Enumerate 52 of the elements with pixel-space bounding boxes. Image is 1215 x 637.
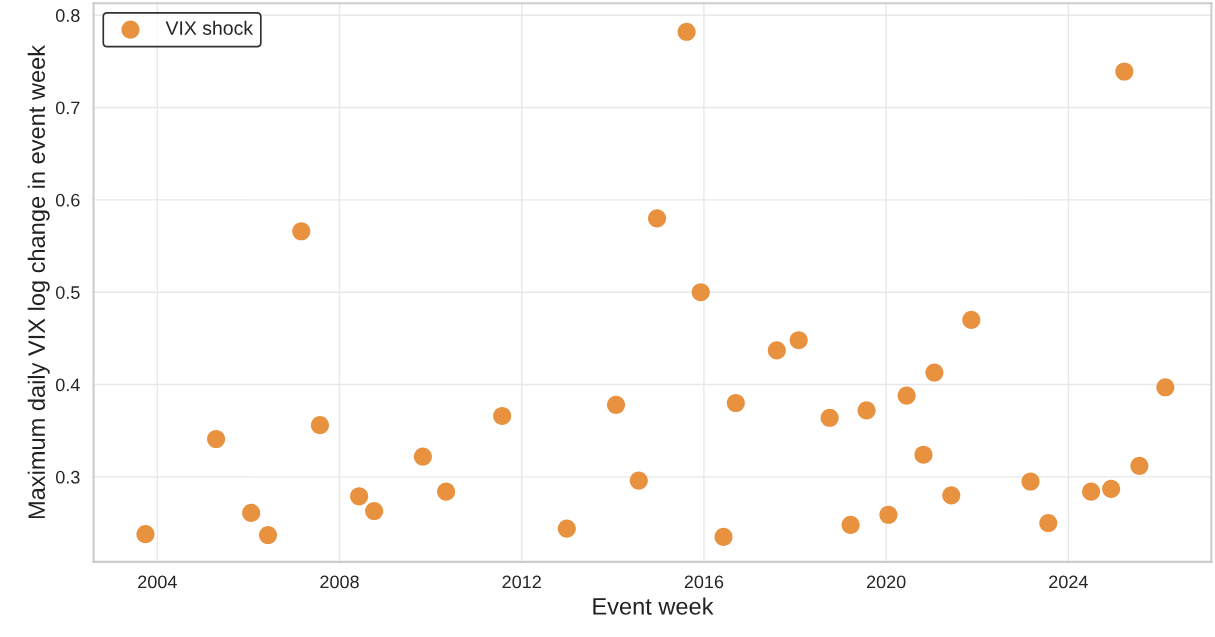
x-tick-label: 2004	[138, 575, 177, 589]
x-tick-label: 2012	[502, 575, 541, 589]
y-tick-label: 0.6	[55, 193, 80, 207]
y-tick-label: 0.7	[55, 101, 80, 115]
y-axis-title: Maximum daily VIX log change in event week	[27, 44, 50, 519]
point	[136, 525, 155, 544]
point	[767, 341, 786, 360]
point	[437, 482, 456, 501]
point	[726, 393, 745, 413]
point	[365, 501, 384, 521]
point	[413, 447, 432, 466]
point	[258, 526, 278, 545]
y-tick-label: 0.4	[55, 378, 80, 392]
x-tick-label: 2024	[1049, 575, 1088, 589]
point	[677, 22, 696, 41]
point	[691, 283, 710, 302]
point	[820, 408, 839, 427]
point	[310, 416, 329, 435]
y-tick-label: 0.5	[55, 286, 80, 299]
legend-label: VIX shock	[165, 20, 254, 35]
point	[1156, 378, 1175, 397]
point	[962, 310, 981, 329]
point	[857, 401, 876, 420]
point	[629, 471, 648, 490]
x-tick-label: 2008	[320, 575, 359, 589]
point	[207, 429, 226, 449]
point	[1082, 482, 1101, 501]
point	[714, 527, 733, 546]
x-tick-label: 2016	[684, 575, 724, 589]
point	[789, 331, 808, 350]
point	[914, 445, 933, 464]
point	[897, 386, 916, 405]
point	[1102, 479, 1121, 498]
y-tick-label: 0.8	[55, 9, 80, 22]
x-axis-title: Event week	[593, 597, 714, 615]
point	[493, 406, 512, 425]
point	[350, 487, 369, 506]
x-tick-label: 2020	[866, 575, 906, 589]
point	[1130, 456, 1149, 475]
point	[1115, 62, 1134, 81]
point	[557, 519, 576, 538]
point	[942, 486, 961, 505]
point	[879, 505, 898, 524]
point	[242, 503, 261, 522]
point	[647, 209, 667, 228]
point	[606, 395, 626, 414]
point	[1021, 472, 1040, 491]
point	[841, 515, 860, 534]
point	[292, 222, 311, 241]
point	[925, 363, 944, 382]
y-tick-label: 0.3	[55, 470, 80, 484]
point	[1039, 514, 1058, 533]
